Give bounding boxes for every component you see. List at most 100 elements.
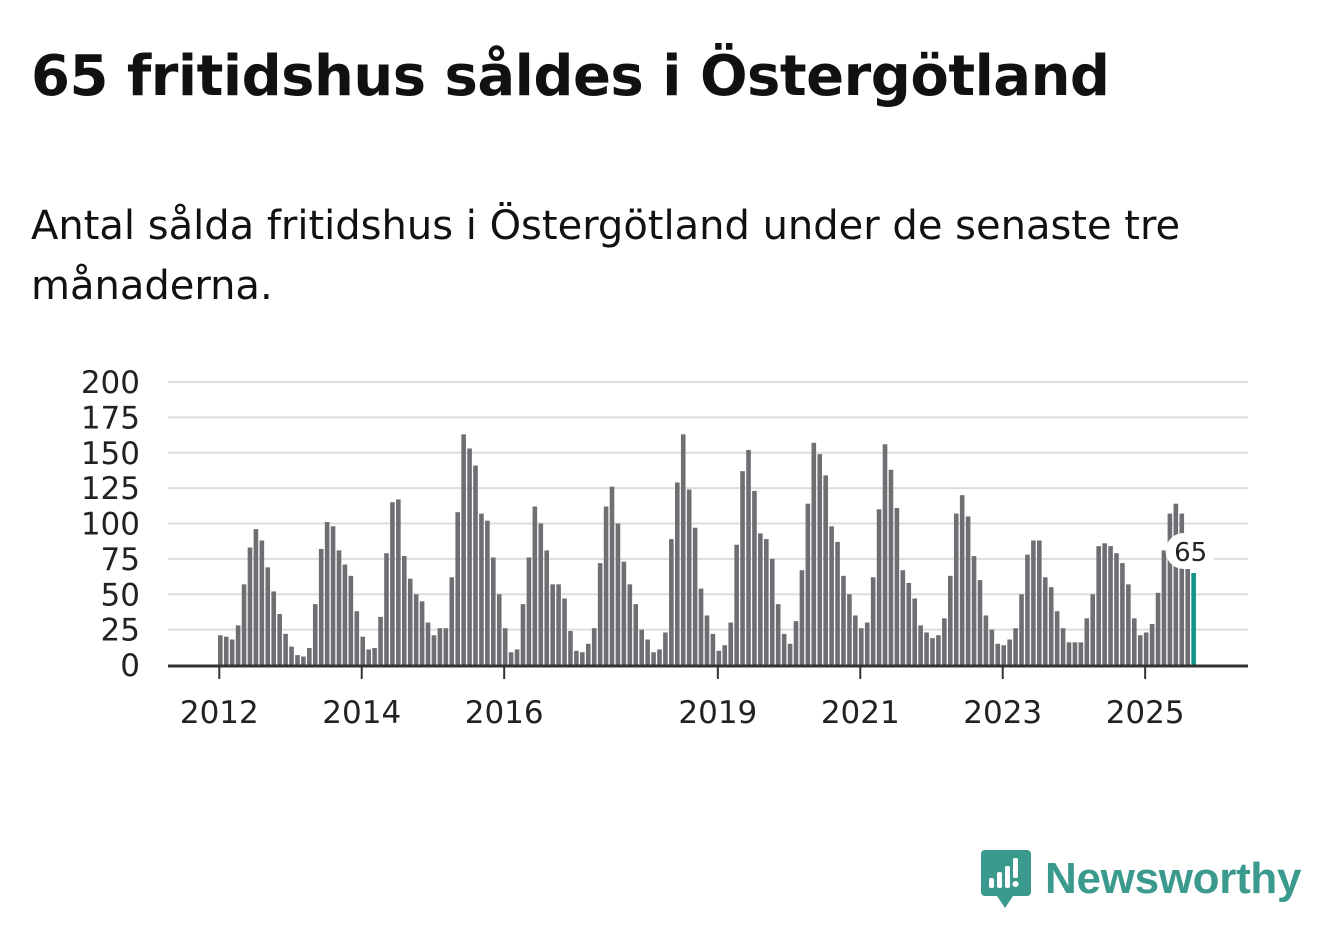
bar <box>366 649 371 665</box>
y-tick-label: 75 <box>101 542 140 578</box>
bar <box>330 526 336 665</box>
bar <box>1025 554 1030 665</box>
bar <box>698 588 704 665</box>
bar <box>858 628 864 665</box>
chart-subtitle: Antal sålda fritidshus i Östergötland un… <box>31 203 1181 309</box>
bar <box>1001 645 1007 665</box>
bar <box>900 570 906 665</box>
bars <box>218 434 1196 665</box>
bar <box>1143 632 1149 665</box>
x-tick-label: 2012 <box>180 695 259 731</box>
bar <box>906 582 912 665</box>
bar <box>1137 635 1143 665</box>
bar <box>930 638 935 665</box>
bar <box>241 584 247 665</box>
bar <box>645 639 650 665</box>
bar <box>1179 513 1185 665</box>
bar <box>591 628 597 665</box>
y-tick-label: 100 <box>81 507 140 543</box>
bar <box>502 628 508 665</box>
bar <box>1013 628 1018 665</box>
bar <box>312 604 318 665</box>
bar <box>716 650 722 665</box>
bar <box>247 547 253 665</box>
callout-label: 65 <box>1174 538 1207 568</box>
y-tick-label: 150 <box>81 436 140 472</box>
callout-background <box>1165 533 1216 570</box>
bar <box>621 561 627 665</box>
bar <box>419 601 425 665</box>
bar <box>277 614 282 665</box>
bar <box>229 639 235 665</box>
bar <box>360 636 366 665</box>
x-tick-label: 2019 <box>678 695 757 731</box>
bar <box>787 643 793 665</box>
bar <box>799 570 805 665</box>
bar <box>544 550 550 665</box>
y-tick-label: 125 <box>81 471 140 507</box>
bar <box>835 541 840 665</box>
bar <box>1072 642 1078 665</box>
bar <box>1084 618 1090 665</box>
newsworthy-logo-icon <box>981 850 1031 908</box>
bar <box>485 520 490 665</box>
bar <box>752 490 757 665</box>
bar <box>823 475 828 665</box>
bar <box>580 652 585 665</box>
bar <box>704 615 710 665</box>
bar <box>1185 544 1191 665</box>
bar <box>514 649 520 665</box>
bar <box>847 594 852 665</box>
bar <box>568 631 573 665</box>
bar <box>425 622 431 665</box>
bar <box>1161 550 1167 665</box>
bar <box>354 611 360 665</box>
bar <box>235 625 241 665</box>
x-tick-label: 2016 <box>465 695 544 731</box>
bar <box>817 454 823 665</box>
bar <box>218 635 223 665</box>
bar <box>615 523 621 665</box>
bar <box>390 502 395 665</box>
bar <box>336 550 342 665</box>
bar <box>764 539 769 665</box>
bar <box>734 544 739 665</box>
bar <box>977 580 983 665</box>
bar <box>989 629 995 665</box>
bar <box>1096 546 1101 665</box>
bar <box>769 558 775 665</box>
bar <box>692 527 698 665</box>
bar <box>407 578 413 665</box>
bar <box>894 507 900 665</box>
bar <box>674 482 680 665</box>
bar <box>663 632 668 665</box>
bar <box>401 556 407 665</box>
brand-name: Newsworthy <box>1045 854 1302 903</box>
bar <box>1108 546 1113 665</box>
bar <box>983 615 989 665</box>
bar <box>431 635 437 665</box>
bar <box>1155 592 1161 665</box>
bar-latest <box>1191 573 1196 665</box>
bar <box>342 564 348 665</box>
bar <box>746 449 751 665</box>
bar <box>870 577 876 665</box>
bar <box>479 513 484 665</box>
grid-lines <box>168 381 1248 631</box>
last-value-callout: 65 <box>1165 533 1216 570</box>
bar <box>396 499 401 665</box>
bar <box>722 645 728 665</box>
bar <box>1173 503 1179 665</box>
bar <box>461 434 466 665</box>
bar <box>1019 594 1024 665</box>
bar <box>259 540 265 665</box>
bar <box>1007 639 1012 665</box>
x-tick-label: 2023 <box>963 695 1042 731</box>
bar <box>680 434 686 665</box>
x-tick-label: 2025 <box>1106 695 1185 731</box>
bar <box>1042 577 1048 665</box>
bar <box>301 656 306 665</box>
bar <box>1037 540 1042 665</box>
bar <box>265 567 271 665</box>
